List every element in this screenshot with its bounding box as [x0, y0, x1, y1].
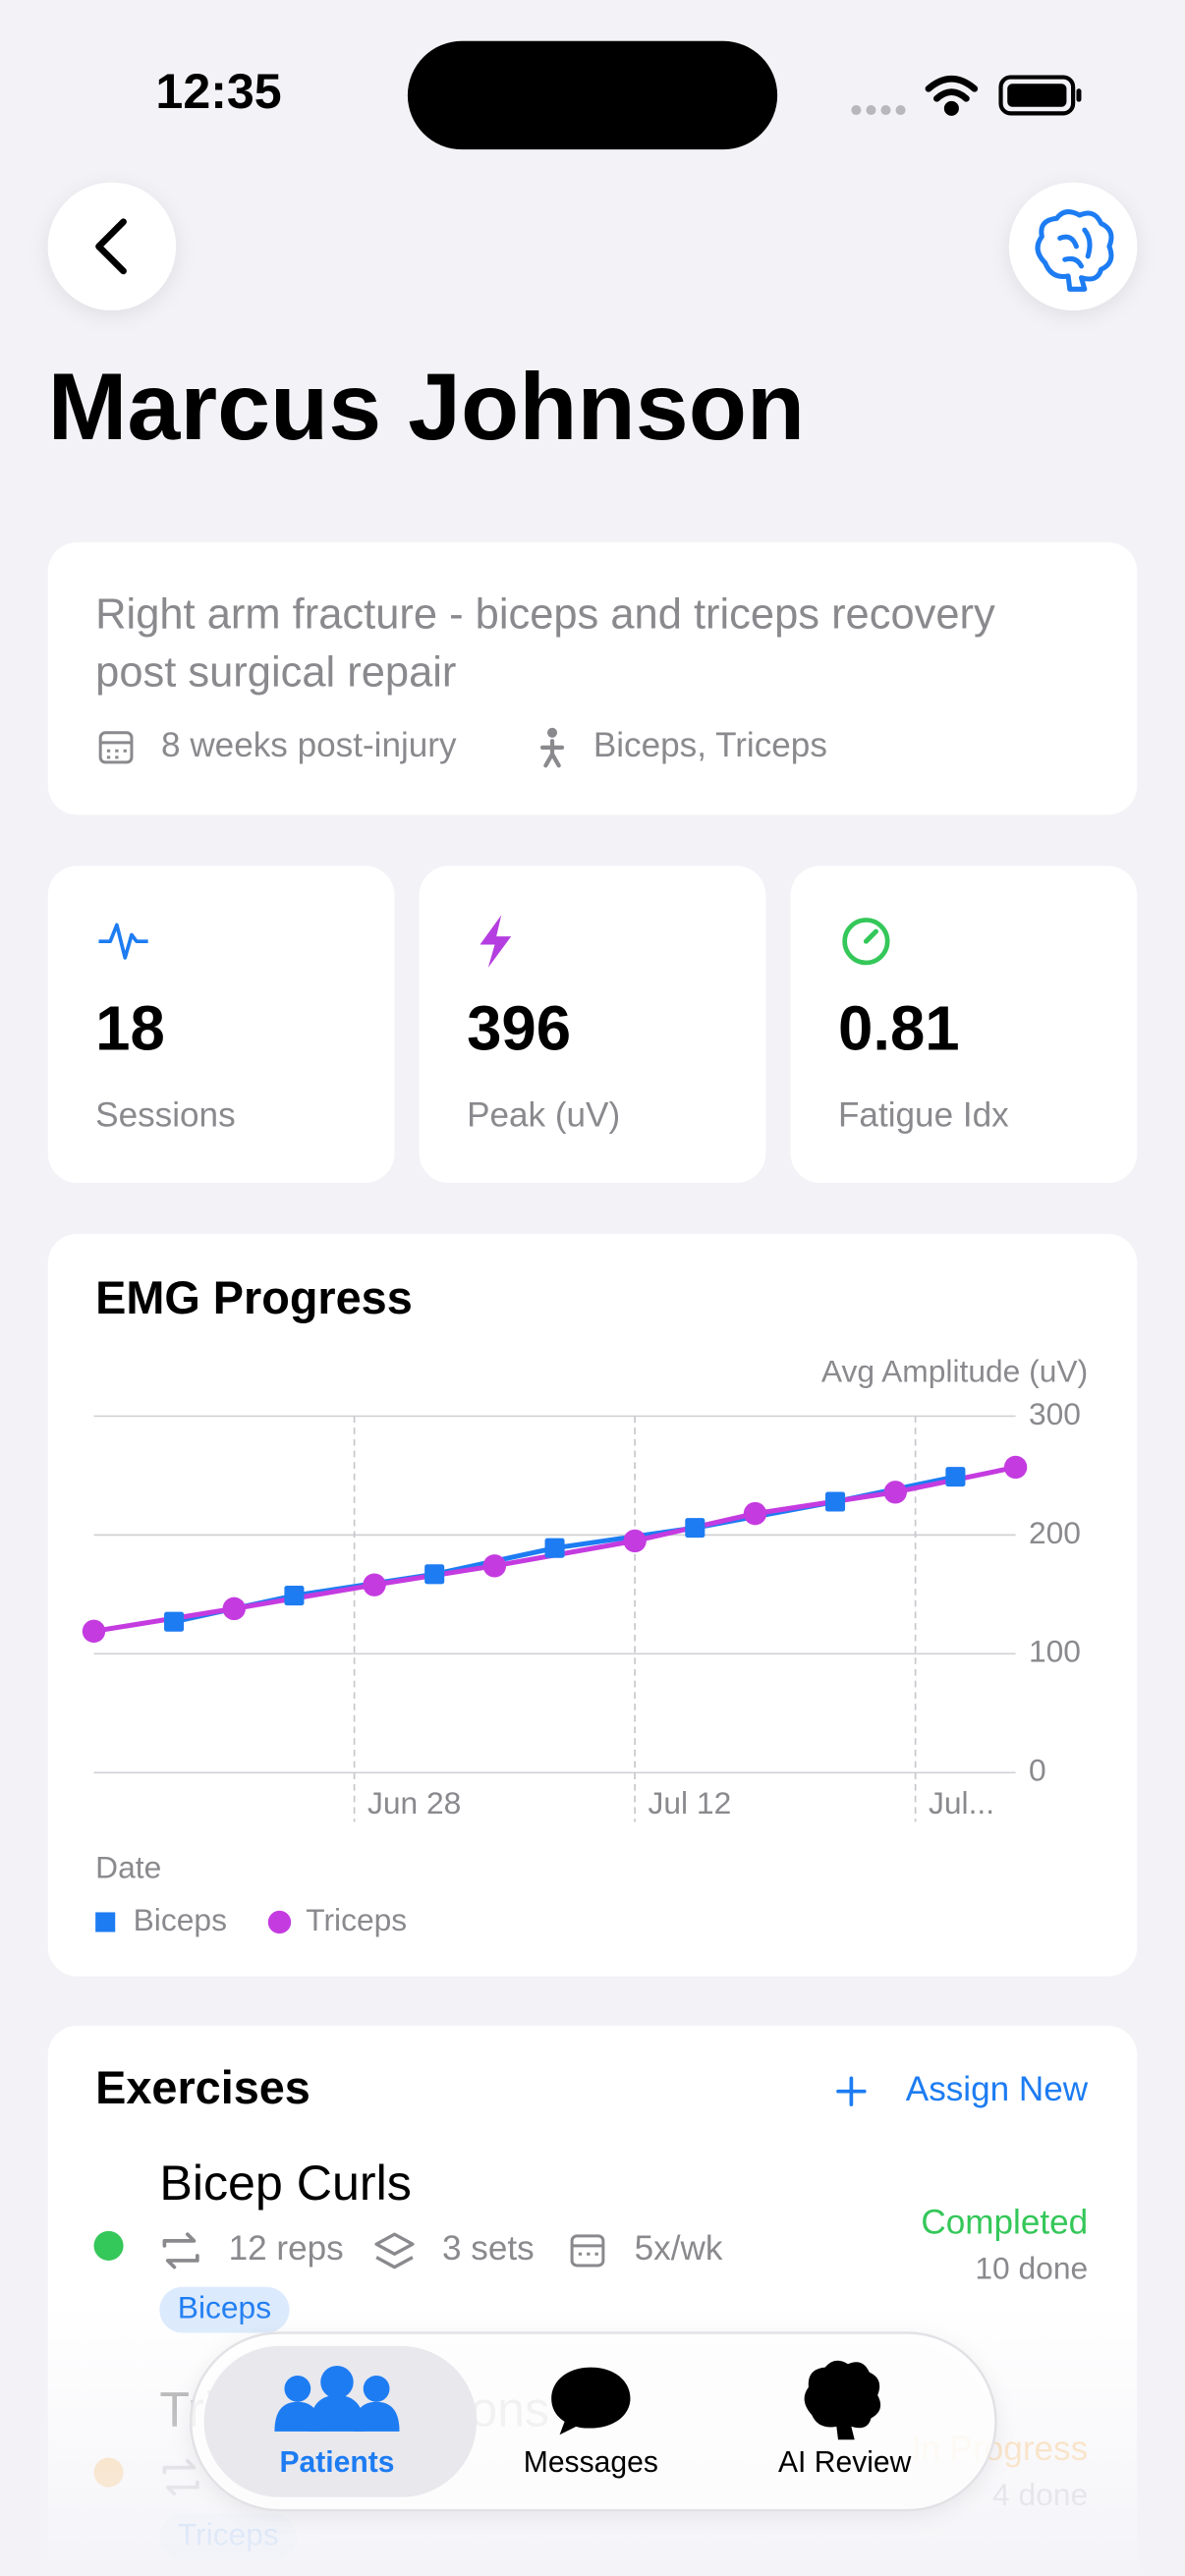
- stats: 18 Sessions 396 Peak (uV) 0.81 Fatigue Idx: [47, 866, 1138, 1183]
- chart-title: EMG Progress: [95, 1272, 413, 1323]
- legend-label: Biceps: [134, 1902, 227, 1937]
- tab[interactable]: AI Review: [778, 2360, 912, 2479]
- point: [82, 1619, 106, 1644]
- point: [544, 1538, 565, 1558]
- calendar-icon-detail: [572, 2244, 603, 2256]
- y-tick-label: 100: [1029, 1634, 1081, 1669]
- exercises-title: Exercises: [95, 2062, 310, 2113]
- layers-icon: [374, 2232, 415, 2269]
- point: [284, 1586, 305, 1606]
- patient-name: Marcus Johnson: [48, 353, 806, 460]
- stat-value: 0.81: [838, 994, 960, 1064]
- stat-label: Fatigue Idx: [838, 1095, 1009, 1134]
- point: [363, 1573, 386, 1596]
- stat-label: Peak (uV): [467, 1095, 620, 1134]
- people-head: [363, 2375, 390, 2402]
- stat-value: 18: [95, 994, 165, 1064]
- stat-label: Sessions: [95, 1095, 235, 1134]
- y-axis-label: Avg Amplitude (uV): [821, 1353, 1088, 1388]
- legend-label: Triceps: [306, 1902, 407, 1937]
- duration: 8 weeks post-injury: [161, 726, 457, 764]
- message-icon: [551, 2367, 631, 2436]
- brain-icon: [1035, 209, 1114, 292]
- legend-swatch: [95, 1912, 116, 1932]
- people-body: [309, 2395, 366, 2432]
- muscles: Biceps, Triceps: [593, 726, 827, 764]
- plot: 0 100 200 300 Jun 28 Jul 12 Jul... Biceps Tricep…: [82, 1396, 1081, 1937]
- chart-card: [47, 1233, 1138, 1977]
- x-tick-label: Jul...: [929, 1785, 994, 1820]
- summary-card: [47, 541, 1138, 815]
- signal: [851, 105, 906, 116]
- bolt-icon: [480, 915, 512, 968]
- stat-value: 396: [467, 994, 571, 1064]
- stat-card: [790, 866, 1138, 1183]
- calendar-icon: [98, 731, 134, 764]
- back-icon: [95, 218, 127, 275]
- diagnosis: Right arm fracture - biceps and triceps …: [95, 591, 995, 697]
- x-tick-label: Jul 12: [648, 1785, 731, 1820]
- x-axis-label: Date: [95, 1849, 161, 1884]
- point: [945, 1467, 966, 1487]
- people-body: [274, 2401, 321, 2432]
- frequency: 5x/wk: [635, 2229, 723, 2268]
- y-tick-label: 200: [1029, 1515, 1081, 1550]
- brain-icon: [804, 2360, 881, 2440]
- back-button[interactable]: [47, 182, 177, 311]
- point: [623, 1529, 647, 1553]
- point: [424, 1564, 445, 1585]
- status-dot: [93, 2230, 124, 2261]
- y-tick-label: 300: [1029, 1396, 1081, 1431]
- point: [164, 1611, 185, 1632]
- y-tick-label: 0: [1029, 1753, 1046, 1788]
- gauge-needle: [863, 928, 878, 944]
- plus-icon: [836, 2076, 867, 2106]
- point: [482, 1554, 507, 1578]
- point: [883, 1481, 907, 1504]
- ai-button[interactable]: [1008, 182, 1138, 311]
- stat-card: [47, 866, 395, 1183]
- gauge-icon: [842, 918, 890, 966]
- point: [685, 1518, 705, 1539]
- point: [743, 1501, 767, 1526]
- pulse-icon: [98, 923, 148, 960]
- battery: [998, 75, 1082, 116]
- tab-label: Messages: [524, 2446, 658, 2479]
- x-tick-label: Jun 28: [367, 1785, 461, 1820]
- series-line: [93, 1464, 1017, 1634]
- status: Completed: [921, 2203, 1088, 2241]
- point: [1003, 1455, 1028, 1480]
- tab-label: AI Review: [778, 2446, 912, 2479]
- calendar-icon: [570, 2234, 605, 2268]
- tab[interactable]: Messages: [524, 2367, 658, 2480]
- tab-label: Patients: [279, 2446, 394, 2479]
- stat-card: [419, 866, 766, 1183]
- point: [222, 1596, 246, 1621]
- sets: 3 sets: [442, 2229, 535, 2268]
- people-head: [284, 2375, 311, 2402]
- assign-new[interactable]: Assign New: [906, 2070, 1089, 2108]
- done-count: 10 done: [975, 2250, 1088, 2285]
- reps: 12 reps: [229, 2229, 344, 2268]
- people-head: [320, 2365, 354, 2399]
- legend-swatch: [267, 1910, 292, 1934]
- person-icon: [539, 727, 565, 768]
- tabs: Patients Messages AI Review: [203, 2345, 912, 2497]
- wifi: [925, 75, 979, 116]
- exercise-name: Bicep Curls: [159, 2156, 411, 2211]
- people-body: [353, 2401, 400, 2432]
- tab[interactable]: Patients: [203, 2345, 478, 2497]
- status-time: 12:35: [155, 64, 281, 119]
- dynamic-island: [407, 40, 778, 150]
- point: [825, 1491, 846, 1512]
- repeat-icon: [162, 2232, 199, 2269]
